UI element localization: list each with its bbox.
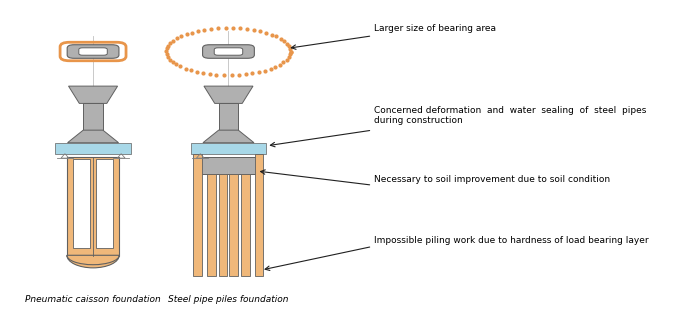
FancyBboxPatch shape xyxy=(67,45,119,58)
Point xyxy=(283,55,294,60)
Text: Necessary to soil improvement due to soil condition: Necessary to soil improvement due to soi… xyxy=(374,175,610,184)
Point xyxy=(284,44,295,49)
Text: Larger size of bearing area: Larger size of bearing area xyxy=(374,24,496,33)
Polygon shape xyxy=(67,130,118,143)
Point xyxy=(234,26,246,31)
Polygon shape xyxy=(218,103,238,130)
Point xyxy=(265,66,276,71)
Point xyxy=(162,54,174,59)
Point xyxy=(270,64,281,69)
Point xyxy=(260,30,272,35)
Text: Pneumatic caisson foundation: Pneumatic caisson foundation xyxy=(25,295,161,304)
Point xyxy=(167,59,178,64)
Point xyxy=(281,41,293,46)
Point xyxy=(161,46,172,51)
Point xyxy=(175,64,186,69)
Point xyxy=(271,34,282,39)
Polygon shape xyxy=(241,174,250,276)
Point xyxy=(228,26,239,31)
Text: Steel pipe piles foundation: Steel pipe piles foundation xyxy=(168,295,288,304)
Point xyxy=(284,52,295,57)
Polygon shape xyxy=(55,143,131,154)
FancyBboxPatch shape xyxy=(79,48,107,55)
FancyBboxPatch shape xyxy=(202,45,254,58)
Point xyxy=(193,28,204,34)
Point xyxy=(191,69,202,75)
Point xyxy=(161,52,172,57)
Point xyxy=(185,68,196,73)
Text: Impossible piling work due to hardness of load bearing layer: Impossible piling work due to hardness o… xyxy=(374,236,649,245)
Polygon shape xyxy=(97,159,113,248)
Point xyxy=(255,29,266,34)
Point xyxy=(241,27,253,32)
Point xyxy=(212,26,223,31)
Wedge shape xyxy=(67,255,119,268)
Point xyxy=(206,26,217,31)
Polygon shape xyxy=(255,154,263,276)
Text: Concerned deformation  and  water  sealing  of  steel  pipes
during construction: Concerned deformation and water sealing … xyxy=(374,106,647,125)
Point xyxy=(254,69,265,75)
Point xyxy=(259,68,270,73)
Polygon shape xyxy=(193,154,202,276)
Polygon shape xyxy=(203,130,254,143)
Polygon shape xyxy=(219,174,228,276)
Point xyxy=(227,73,238,78)
Point xyxy=(172,36,183,41)
Polygon shape xyxy=(83,103,103,130)
Point xyxy=(285,49,296,54)
Point xyxy=(162,43,174,48)
Point xyxy=(176,34,187,39)
Point xyxy=(197,70,209,76)
Polygon shape xyxy=(204,86,253,103)
Polygon shape xyxy=(67,157,119,256)
Point xyxy=(161,49,172,54)
Point xyxy=(266,32,277,37)
Point xyxy=(279,38,290,44)
Polygon shape xyxy=(207,174,216,276)
Polygon shape xyxy=(191,143,266,154)
Point xyxy=(186,30,197,35)
Point xyxy=(275,36,286,41)
Point xyxy=(220,25,231,30)
Point xyxy=(278,60,289,65)
Point xyxy=(211,72,222,77)
Point xyxy=(164,57,176,62)
Point xyxy=(218,73,230,78)
Point xyxy=(285,49,296,54)
Point xyxy=(274,62,286,67)
Point xyxy=(167,38,178,43)
FancyBboxPatch shape xyxy=(214,48,243,55)
Point xyxy=(281,57,293,62)
Point xyxy=(165,40,176,45)
Point xyxy=(204,71,216,76)
Point xyxy=(285,46,296,52)
Point xyxy=(248,28,259,33)
Point xyxy=(171,62,182,67)
Point xyxy=(241,72,252,77)
Point xyxy=(180,66,191,71)
Polygon shape xyxy=(201,157,256,174)
Point xyxy=(181,32,192,37)
Point xyxy=(198,27,209,32)
Polygon shape xyxy=(69,86,118,103)
Polygon shape xyxy=(230,174,238,276)
Polygon shape xyxy=(73,159,90,248)
Point xyxy=(233,72,244,77)
Point xyxy=(246,71,258,76)
